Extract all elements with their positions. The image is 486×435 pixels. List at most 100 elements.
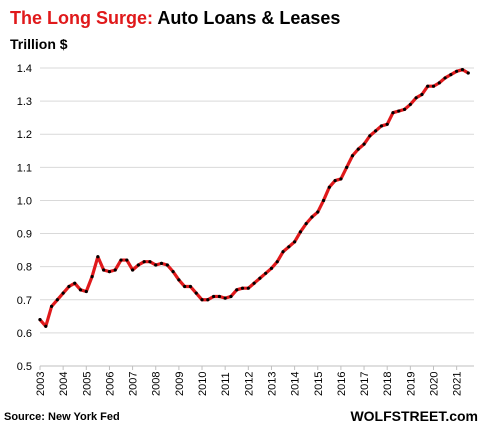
data-point (96, 255, 100, 259)
data-point (148, 260, 152, 264)
data-point (252, 281, 256, 285)
data-point (194, 291, 198, 295)
data-point (136, 263, 140, 267)
y-tick-label: 1.2 (17, 129, 32, 141)
data-point (212, 294, 216, 299)
data-point (281, 250, 285, 254)
x-tick-label: 2011 (220, 372, 232, 396)
title-rest: Auto Loans & Leases (157, 8, 341, 28)
data-point (258, 276, 262, 280)
x-tick-label: 2008 (151, 372, 163, 396)
x-tick-label: 2007 (128, 372, 140, 396)
data-point (171, 270, 175, 274)
data-point (73, 281, 77, 285)
y-tick-label: 0.7 (17, 295, 32, 307)
x-tick-label: 2005 (81, 372, 93, 396)
data-point (397, 109, 401, 113)
data-point (431, 84, 436, 88)
data-point (154, 263, 158, 267)
data-point (321, 198, 326, 203)
data-point (275, 260, 279, 264)
x-tick-label: 2018 (382, 372, 394, 396)
data-point (414, 96, 418, 100)
x-tick-label: 2019 (405, 372, 417, 396)
data-point (235, 288, 239, 292)
data-point (339, 177, 343, 181)
data-point (55, 298, 59, 302)
x-tick-label: 2020 (428, 372, 440, 396)
x-tick-label: 2010 (197, 372, 209, 396)
data-point (84, 289, 88, 294)
data-point (402, 107, 407, 111)
data-point (113, 268, 117, 272)
data-point (107, 270, 112, 274)
data-point (443, 76, 447, 80)
data-point (437, 81, 441, 85)
x-tick-label: 2015 (313, 372, 325, 396)
data-point (455, 69, 459, 73)
x-tick-label: 2021 (452, 372, 464, 396)
data-point (183, 284, 187, 289)
x-tick-label: 2014 (290, 372, 302, 396)
x-tick-label: 2017 (359, 372, 371, 396)
data-point (356, 147, 360, 151)
data-point (165, 263, 169, 267)
data-point (188, 284, 193, 289)
y-tick-label: 1.4 (17, 63, 32, 75)
data-point (229, 294, 233, 299)
data-point (159, 261, 164, 265)
data-point (385, 122, 389, 126)
data-point (49, 304, 54, 308)
y-tick-label: 0.5 (17, 361, 32, 373)
x-tick-label: 2006 (104, 372, 116, 396)
y-tick-label: 1.0 (17, 195, 32, 207)
data-point (246, 286, 250, 290)
data-point (67, 284, 71, 289)
data-point (38, 318, 42, 322)
data-point (368, 134, 372, 138)
chart-title: The Long Surge: Auto Loans & Leases (10, 8, 340, 29)
data-point (374, 129, 378, 133)
data-point (460, 68, 465, 72)
data-point (223, 296, 227, 300)
data-point (350, 154, 355, 158)
data-point (316, 210, 320, 214)
data-point (449, 73, 453, 77)
data-point (379, 124, 384, 128)
data-point (130, 268, 135, 272)
y-tick-label: 0.8 (17, 262, 32, 274)
data-point (345, 165, 349, 169)
y-tick-label: 1.1 (17, 162, 32, 174)
title-highlight: The Long Surge: (10, 8, 153, 28)
data-point (327, 185, 331, 189)
data-point (142, 260, 146, 264)
data-point (119, 258, 123, 262)
x-tick-label: 2012 (243, 372, 255, 396)
data-point (264, 271, 268, 275)
data-point (78, 288, 83, 292)
x-tick-label: 2013 (266, 372, 278, 396)
data-point (426, 84, 430, 88)
data-point (206, 298, 210, 302)
brand-label: WOLFSTREET.com (350, 408, 478, 424)
data-point (102, 268, 106, 272)
y-tick-label: 1.3 (17, 96, 32, 108)
data-point (391, 111, 395, 115)
data-point (61, 291, 65, 295)
x-tick-label: 2009 (174, 372, 186, 396)
data-point (90, 275, 94, 279)
data-point (269, 266, 274, 270)
y-tick-label: 0.6 (17, 328, 32, 340)
data-point (293, 240, 297, 244)
data-point (177, 278, 181, 282)
data-point (420, 92, 424, 97)
data-point (44, 324, 48, 328)
data-point (408, 102, 412, 107)
data-point (333, 178, 337, 183)
data-point (466, 71, 470, 75)
y-unit-label: Trillion $ (10, 36, 68, 52)
data-point (298, 230, 302, 234)
data-point (287, 245, 291, 249)
x-tick-label: 2003 (35, 372, 47, 396)
